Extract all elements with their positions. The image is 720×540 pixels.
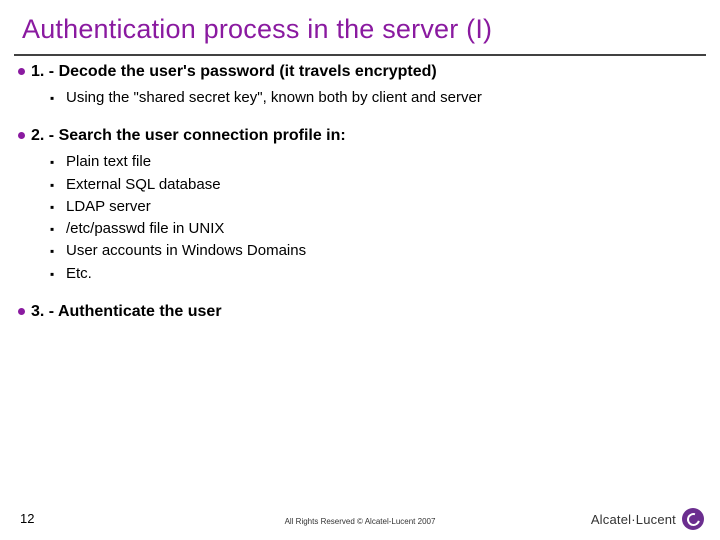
brand-name: Alcatel·Lucent [591, 512, 676, 527]
sub-item: /etc/passwd file in UNIX [52, 219, 702, 239]
sub-item: Using the "shared secret key", known bot… [52, 88, 702, 108]
brand-logo-icon [682, 508, 704, 530]
sub-item: Etc. [52, 264, 702, 284]
bullet-dot-icon [18, 68, 25, 75]
slide: Authentication process in the server (I)… [0, 0, 720, 540]
sub-item: LDAP server [52, 197, 702, 217]
bullet-2-sublist: Plain text file External SQL database LD… [52, 152, 702, 284]
bullet-dot-icon [18, 308, 25, 315]
bullet-3-label: 3. - Authenticate the user [31, 303, 222, 320]
brand-swirl-icon [684, 510, 702, 528]
sub-item: External SQL database [52, 175, 702, 195]
title-underline [14, 54, 706, 56]
bullet-1: 1. - Decode the user's password (it trav… [18, 62, 702, 82]
bullet-1-sublist: Using the "shared secret key", known bot… [52, 88, 702, 108]
sub-item: Plain text file [52, 152, 702, 172]
slide-body: 1. - Decode the user's password (it trav… [18, 62, 702, 328]
slide-title: Authentication process in the server (I) [22, 14, 492, 45]
bullet-2: 2. - Search the user connection profile … [18, 126, 702, 146]
bullet-3: 3. - Authenticate the user [18, 302, 702, 322]
brand-block: Alcatel·Lucent [591, 508, 704, 530]
bullet-2-label: 2. - Search the user connection profile … [31, 127, 346, 144]
sub-item: User accounts in Windows Domains [52, 241, 702, 261]
bullet-dot-icon [18, 132, 25, 139]
bullet-1-label: 1. - Decode the user's password (it trav… [31, 63, 437, 80]
